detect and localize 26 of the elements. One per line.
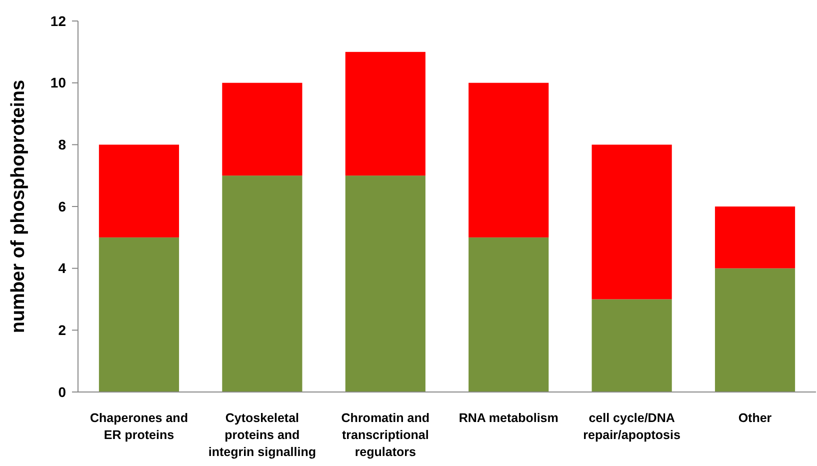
- bar: [468, 237, 549, 392]
- y-tick-label: 4: [58, 260, 66, 276]
- y-tick-label: 12: [50, 12, 66, 29]
- y-tick-label: 2: [58, 322, 66, 338]
- bar: [345, 176, 426, 392]
- x-tick-label: Cytoskeletal proteins and integrin signalling: [208, 411, 316, 459]
- bar: [468, 82, 549, 238]
- y-tick-label: 8: [58, 136, 66, 153]
- x-tick-label: Chaperones and ER proteins: [90, 411, 188, 442]
- bar: [98, 237, 180, 392]
- bar: [222, 82, 302, 176]
- y-tick-label: 0: [58, 384, 66, 400]
- y-tick-label: 6: [58, 198, 66, 214]
- bar: [714, 206, 796, 268]
- bar: [714, 268, 796, 392]
- x-tick-label: Other: [738, 411, 772, 425]
- y-tick-label: 10: [50, 74, 66, 91]
- bar: [345, 52, 426, 176]
- x-tick-label: cell cycle/DNA repair/apoptosis: [583, 411, 680, 442]
- y-axis-title: number of phosphoproteins: [8, 80, 29, 334]
- bar: [222, 176, 302, 392]
- bar: [98, 144, 180, 238]
- x-tick-label: RNA metabolism: [458, 411, 558, 425]
- bar: [592, 299, 672, 392]
- bar: [592, 144, 672, 300]
- x-tick-label: Chromatin and transcriptional regulators: [341, 411, 430, 459]
